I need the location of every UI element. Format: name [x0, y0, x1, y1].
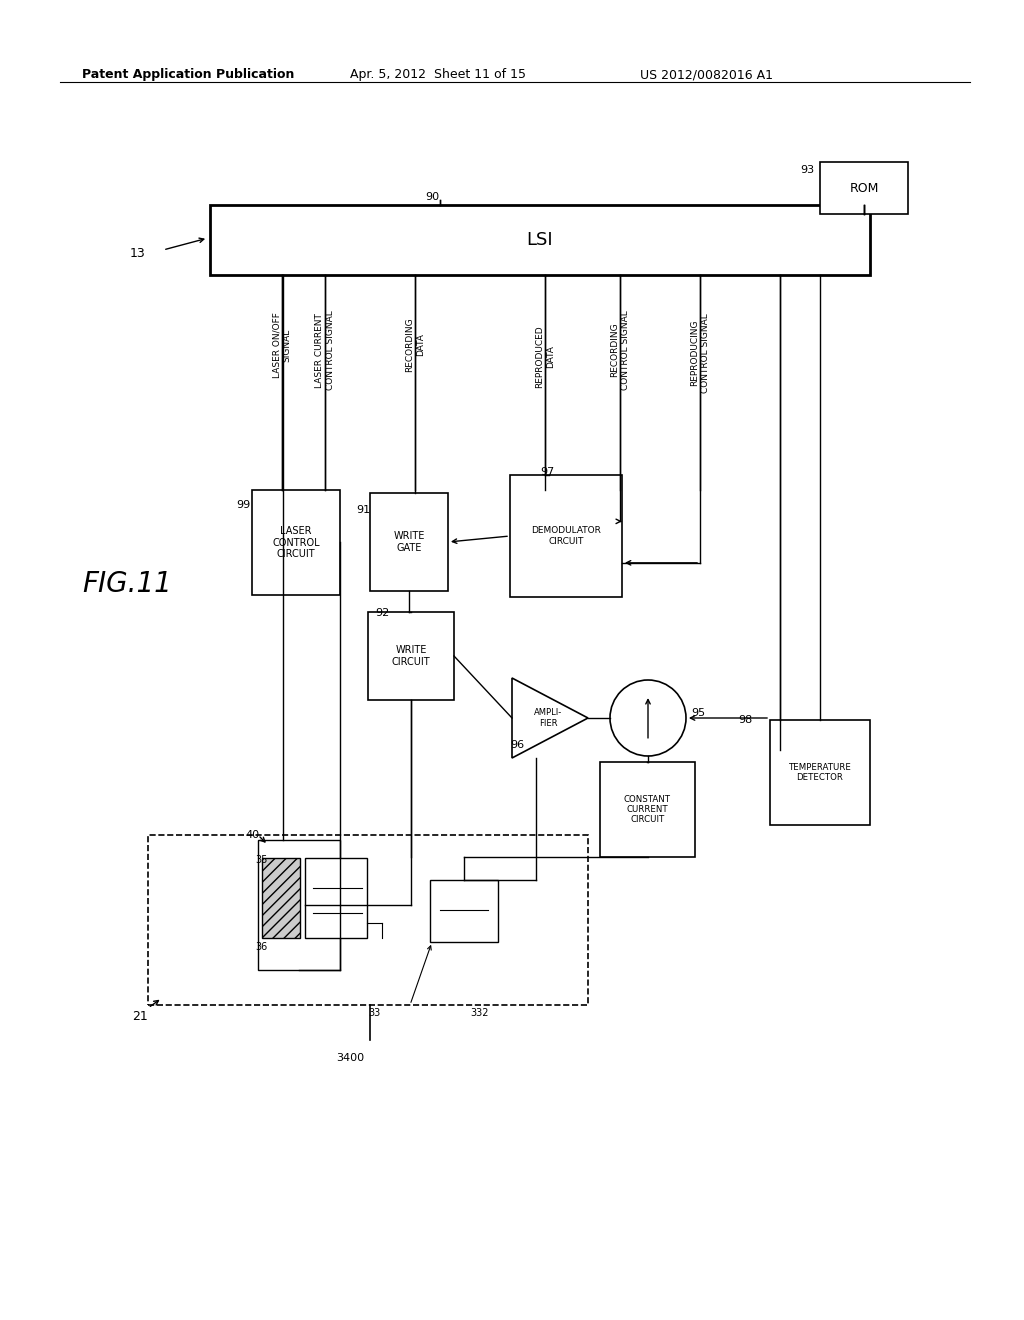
Text: Patent Application Publication: Patent Application Publication: [82, 69, 294, 81]
Bar: [820, 162, 908, 214]
Bar: [258, 840, 340, 970]
Text: 92: 92: [375, 609, 389, 618]
Bar: [252, 490, 340, 595]
Text: 99: 99: [236, 500, 250, 510]
Text: 93: 93: [800, 165, 814, 176]
Text: DEMODULATOR
CIRCUIT: DEMODULATOR CIRCUIT: [531, 527, 601, 545]
Text: REPRODUCING
CONTROL SIGNAL: REPRODUCING CONTROL SIGNAL: [690, 313, 710, 393]
Text: WRITE
GATE: WRITE GATE: [393, 531, 425, 553]
Text: 21: 21: [132, 1010, 147, 1023]
Bar: [210, 205, 870, 275]
Bar: [148, 836, 588, 1005]
Text: 13: 13: [130, 247, 145, 260]
Text: Apr. 5, 2012  Sheet 11 of 15: Apr. 5, 2012 Sheet 11 of 15: [350, 69, 526, 81]
Text: 90: 90: [425, 191, 439, 202]
Text: 97: 97: [540, 467, 554, 477]
Bar: [430, 880, 498, 942]
Bar: [770, 719, 870, 825]
Text: 35: 35: [255, 855, 267, 865]
Text: 40: 40: [245, 830, 259, 840]
Text: 91: 91: [356, 506, 370, 515]
Text: LSI: LSI: [526, 231, 553, 249]
Text: AMPLI-
FIER: AMPLI- FIER: [534, 709, 562, 727]
Text: 96: 96: [510, 741, 524, 750]
Text: TEMPERATURE
DETECTOR: TEMPERATURE DETECTOR: [788, 763, 851, 783]
Text: 33: 33: [368, 1008, 380, 1018]
Text: 95: 95: [691, 708, 706, 718]
Text: REPRODUCED
DATA: REPRODUCED DATA: [536, 325, 555, 388]
Bar: [305, 858, 367, 939]
Text: LASER
CONTROL
CIRCUIT: LASER CONTROL CIRCUIT: [272, 525, 319, 560]
Text: CONSTANT
CURRENT
CIRCUIT: CONSTANT CURRENT CIRCUIT: [624, 795, 671, 825]
Bar: [510, 475, 622, 597]
Text: 3400: 3400: [336, 1053, 365, 1063]
Text: LASER CURRENT
CONTROL SIGNAL: LASER CURRENT CONTROL SIGNAL: [315, 310, 335, 389]
Text: 332: 332: [470, 1008, 488, 1018]
Text: WRITE
CIRCUIT: WRITE CIRCUIT: [392, 645, 430, 667]
Text: US 2012/0082016 A1: US 2012/0082016 A1: [640, 69, 773, 81]
Text: LASER ON/OFF
SIGNAL: LASER ON/OFF SIGNAL: [272, 312, 292, 378]
Text: RECORDING
DATA: RECORDING DATA: [406, 317, 425, 372]
Text: 98: 98: [738, 715, 753, 725]
Text: FIG.11: FIG.11: [82, 570, 172, 598]
Text: ROM: ROM: [849, 181, 879, 194]
Text: 36: 36: [255, 942, 267, 952]
Text: RECORDING
CONTROL SIGNAL: RECORDING CONTROL SIGNAL: [610, 310, 630, 389]
Bar: [370, 492, 449, 591]
Bar: [368, 612, 454, 700]
Bar: [262, 858, 300, 939]
Bar: [600, 762, 695, 857]
